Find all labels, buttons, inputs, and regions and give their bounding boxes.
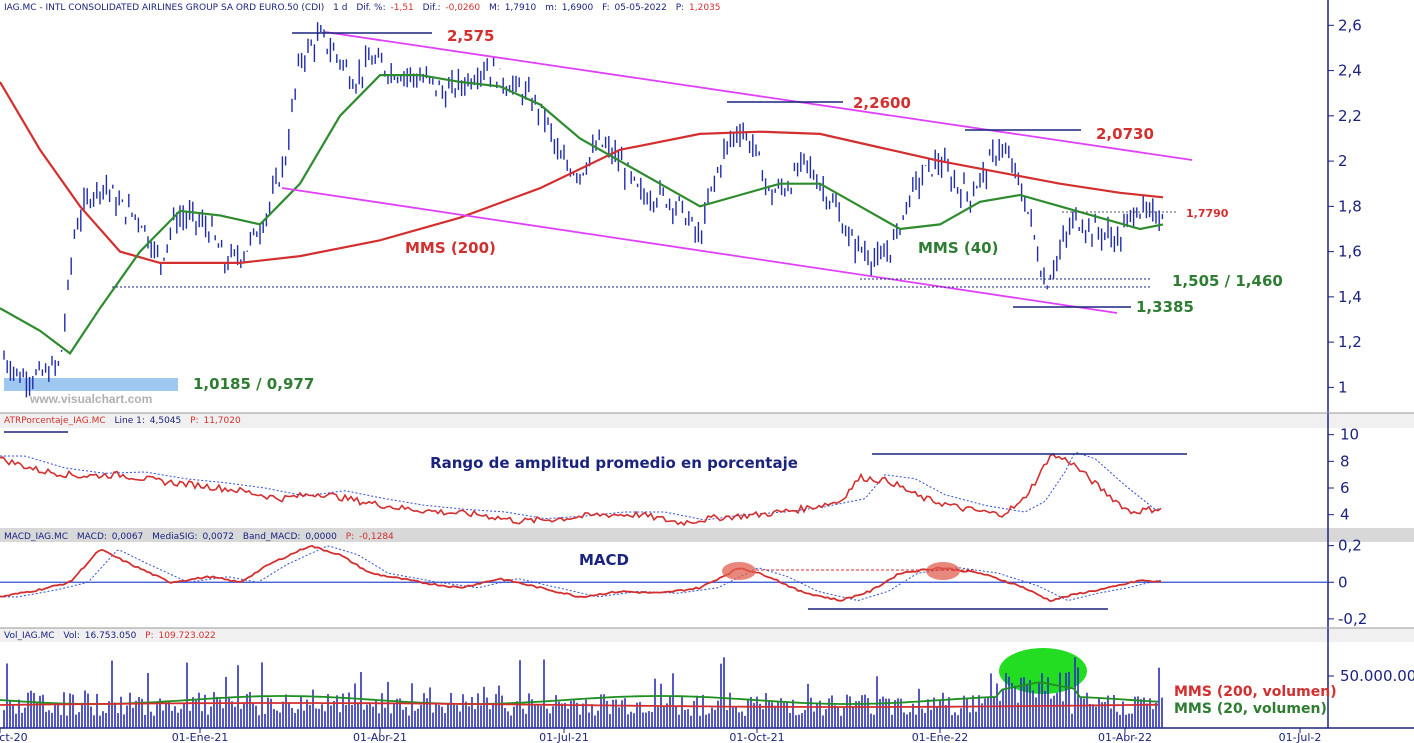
x-tick-label: 01-Ene-22 [912,731,969,743]
atr-tick-label: 10 [1340,426,1359,444]
price-tick-label: 2,2 [1338,107,1362,125]
macd-tick-label: 0,2 [1338,537,1362,555]
x-tick-label: 01-Abr-22 [1098,731,1152,743]
macd-tick-label: 0 [1338,573,1348,591]
label-mms40: MMS (40) [918,239,998,257]
x-tick-label: 01-Oct-21 [729,731,784,743]
panel-separator [0,528,1414,542]
atr-signal-line [0,452,1162,521]
label-low-2022: 1,3385 [1136,298,1194,316]
panel-separator [0,628,1414,642]
mms200-line [0,81,1164,264]
volume-header: Vol_IAG.MC Vol: 16.753.050 P: 109.723.02… [4,631,216,641]
price-tick-label: 2 [1338,152,1348,170]
watermark: www.visualchart.com [29,392,152,406]
volume-tick-label: 50.000.00 [1340,667,1414,685]
macd-tick-label: -0,2 [1338,610,1367,628]
price-tick-label: 2,6 [1338,16,1362,34]
macd-header: MACD_IAG.MC MACD: 0,0067 MediaSIG: 0,007… [4,532,394,542]
macd-line [0,544,1162,603]
macd-signal-line [0,545,1162,602]
atr-tick-label: 4 [1340,506,1350,524]
label-mms200: MMS (200) [405,239,496,257]
price-tick-label: 1 [1338,378,1348,396]
low-zone-highlight [4,378,178,391]
label-support-zone: 1,505 / 1,460 [1172,272,1283,290]
x-tick-label: 01-Ene-21 [172,731,229,743]
macd-peak-highlight [722,562,756,580]
atr-header: ATRPorcentaje_IAG.MC Line 1: 4,5045 P: 1… [4,416,241,426]
macd-peak-highlight [926,562,960,580]
legend-mms200-volumen: MMS (200, volumen) [1174,684,1337,700]
price-tick-label: 1,8 [1338,197,1362,215]
channel-upper-line [324,31,1193,161]
price-tick-label: 1,4 [1338,288,1362,306]
x-tick-label: 01-Jul-21 [539,731,589,743]
label-high-2021: 2,575 [447,27,494,45]
x-tick-label: 01-Abr-21 [353,731,407,743]
volume-mms200-line [0,702,1159,708]
atr-tick-label: 6 [1340,479,1350,497]
price-tick-label: 2,4 [1338,62,1362,80]
label-high-oct: 2,2600 [853,94,911,112]
price-header: IAG.MC - INTL CONSOLIDATED AIRLINES GROU… [4,3,721,13]
label-high-feb: 2,0730 [1096,125,1154,143]
x-tick-label: 01-Oct-20 [0,731,28,743]
x-tick-label: 01-Jul-2 [1279,731,1322,743]
atr-tick-label: 8 [1340,452,1350,470]
price-tick-label: 1,6 [1338,243,1362,261]
label-last-price: 1,7790 [1186,207,1229,220]
atr-line [0,452,1162,527]
mms40-line [0,74,1164,355]
price-tick-label: 1,2 [1338,333,1362,351]
atr-title: Rango de amplitud promedio en porcentaje [430,454,798,472]
legend-mms20-volumen: MMS (20, volumen) [1174,701,1327,717]
panel-separator [0,413,1414,428]
macd-title: MACD [579,551,629,569]
label-low-2020: 1,0185 / 0,977 [193,375,314,393]
volume-mms20-line [0,681,1159,705]
channel-lower-line [281,187,1118,314]
